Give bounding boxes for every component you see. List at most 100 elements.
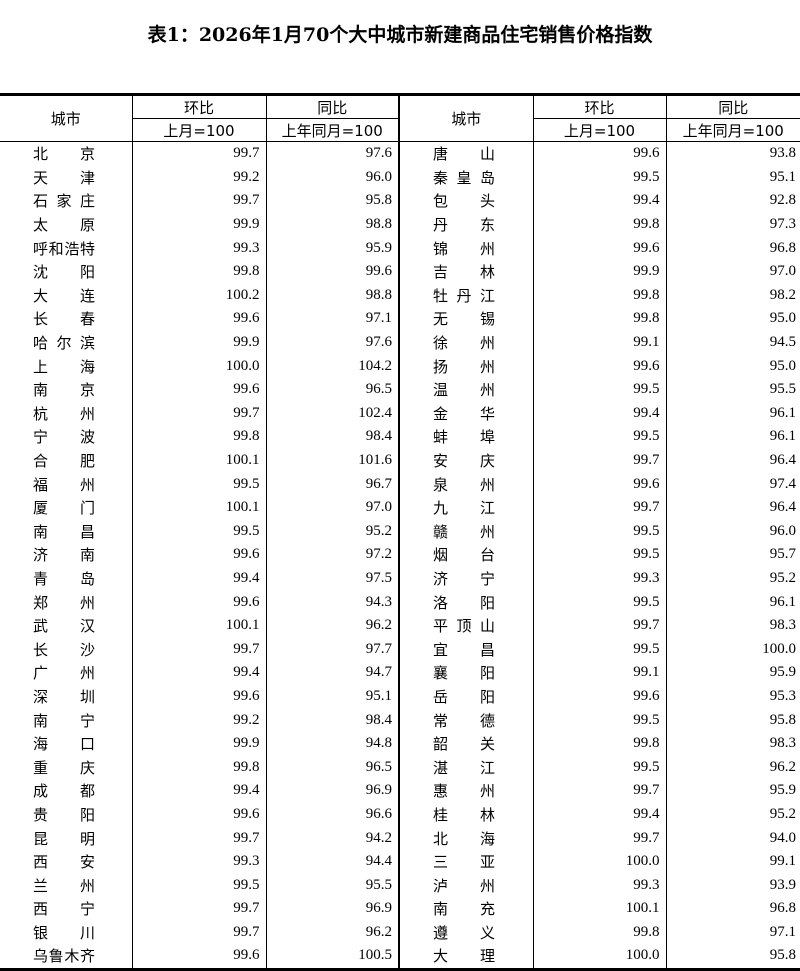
city-cell: 赣州: [399, 519, 534, 544]
yoy-cell: 104.2: [266, 354, 400, 378]
mom-cell: 99.7: [533, 495, 667, 520]
city-name: 九江: [433, 499, 495, 518]
mom-cell: 99.8: [533, 920, 667, 945]
city-name: 广州: [33, 664, 95, 683]
yoy-cell: 94.5: [769, 334, 796, 351]
yoy-cell: 96.1: [769, 428, 796, 445]
city-name: 赣州: [433, 522, 495, 541]
yoy-cell: 97.5: [266, 566, 400, 591]
yoy-cell: 95.2: [769, 569, 796, 586]
city-cell: 郑州: [0, 590, 133, 614]
city-cell: 银川: [0, 920, 133, 945]
yoy-cell: 98.3: [769, 735, 796, 752]
mom-cell: 99.2: [132, 708, 267, 732]
yoy-cell: 97.3: [769, 216, 796, 233]
yoy-cell: 98.8: [266, 283, 400, 308]
mom-cell: 100.0: [533, 849, 667, 874]
city-cell: 徐州: [399, 330, 534, 355]
yoy-cell: 95.7: [769, 546, 796, 563]
yoy-cell: 95.2: [266, 519, 400, 544]
city-name: 牡丹江: [433, 286, 495, 305]
table-row: 沈阳 99.8 99.6 吉林 99.9 97.0: [0, 259, 800, 284]
city-cell: 常德: [399, 708, 534, 732]
city-cell: 泸州: [399, 873, 534, 897]
header-mom-base-left: 上月=100: [132, 118, 267, 142]
table-row: 石家庄 99.7 95.8 包头 99.4 92.8: [0, 189, 800, 213]
table-row: 西安 99.3 94.4 三亚 100.0 99.1: [0, 849, 800, 874]
mom-cell: 99.9: [132, 212, 267, 237]
city-name: 大理: [433, 947, 495, 966]
city-name: 西宁: [33, 900, 95, 919]
city-name: 宜昌: [433, 640, 495, 659]
yoy-cell: 96.7: [266, 472, 400, 496]
city-cell: 上海: [0, 354, 133, 378]
mom-cell: 99.3: [132, 236, 267, 260]
mom-cell: 99.6: [533, 472, 667, 496]
city-cell: 遵义: [399, 920, 534, 945]
mom-cell: 99.7: [132, 141, 267, 166]
city-name: 岳阳: [433, 687, 495, 706]
city-cell: 广州: [0, 661, 133, 685]
city-cell: 乌鲁木齐: [0, 944, 133, 970]
table-row: 杭州 99.7 102.4 金华 99.4 96.1: [0, 401, 800, 426]
mom-cell: 99.5: [533, 755, 667, 780]
city-cell: 牡丹江: [399, 283, 534, 308]
city-name: 厦门: [33, 499, 95, 518]
yoy-cell: 97.0: [769, 263, 796, 280]
city-name: 蚌埠: [433, 428, 495, 447]
city-name: 武汉: [33, 617, 95, 636]
yoy-cell: 95.9: [266, 236, 400, 260]
city-name: 三亚: [433, 853, 495, 872]
city-name: 北京: [33, 145, 95, 164]
header-mom-left: 环比: [132, 94, 267, 119]
header-mom-base-right: 上月=100: [533, 118, 667, 142]
mom-cell: 99.8: [132, 425, 267, 449]
city-name: 丹东: [433, 216, 495, 235]
yoy-cell: 96.9: [266, 897, 400, 921]
city-name: 重庆: [33, 758, 95, 777]
city-cell: 宜昌: [399, 637, 534, 662]
city-name: 郑州: [33, 593, 95, 612]
city-cell: 泉州: [399, 472, 534, 496]
yoy-cell: 95.2: [769, 805, 796, 822]
table-body: 北京 99.7 97.6 唐山 99.6 93.8 天津 99.2 96.0 秦皇岛 99.5 95.…: [0, 141, 800, 970]
mom-cell: 99.6: [132, 684, 267, 709]
city-name: 遵义: [433, 923, 495, 942]
table-row: 南宁 99.2 98.4 常德 99.5 95.8: [0, 708, 800, 732]
city-name: 泉州: [433, 475, 495, 494]
mom-cell: 99.9: [132, 731, 267, 756]
mom-cell: 99.5: [533, 708, 667, 732]
city-cell: 青岛: [0, 566, 133, 591]
city-cell: 岳阳: [399, 684, 534, 709]
city-cell: 蚌埠: [399, 425, 534, 449]
city-cell: 深圳: [0, 684, 133, 709]
mom-cell: 99.5: [132, 472, 267, 496]
city-cell: 武汉: [0, 613, 133, 638]
mom-cell: 99.7: [533, 448, 667, 473]
city-name: 吉林: [433, 263, 495, 282]
city-name: 秦皇岛: [433, 168, 495, 187]
city-cell: 吉林: [399, 259, 534, 284]
table-row: 广州 99.4 94.7 襄阳 99.1 95.9: [0, 661, 800, 685]
yoy-cell: 94.0: [769, 829, 796, 846]
yoy-cell: 93.8: [769, 145, 796, 162]
city-cell: 呼和浩特: [0, 236, 133, 260]
yoy-cell: 95.1: [266, 684, 400, 709]
city-cell: 包头: [399, 189, 534, 213]
city-cell: 唐山: [399, 141, 534, 166]
yoy-cell: 96.1: [769, 404, 796, 421]
yoy-cell: 96.4: [769, 499, 796, 516]
table-row: 乌鲁木齐 99.6 100.5 大理 100.0 95.8: [0, 944, 800, 970]
city-cell: 金华: [399, 401, 534, 426]
table-row: 深圳 99.6 95.1 岳阳 99.6 95.3: [0, 684, 800, 709]
yoy-cell: 97.1: [769, 923, 796, 940]
mom-cell: 99.8: [533, 283, 667, 308]
city-name: 太原: [33, 216, 95, 235]
city-cell: 杭州: [0, 401, 133, 426]
table-row: 青岛 99.4 97.5 济宁 99.3 95.2: [0, 566, 800, 591]
yoy-cell: 95.8: [769, 711, 796, 728]
city-name: 安庆: [433, 452, 495, 471]
city-cell: 丹东: [399, 212, 534, 237]
mom-cell: 99.3: [533, 566, 667, 591]
table-row: 大连 100.2 98.8 牡丹江 99.8 98.2: [0, 283, 800, 308]
